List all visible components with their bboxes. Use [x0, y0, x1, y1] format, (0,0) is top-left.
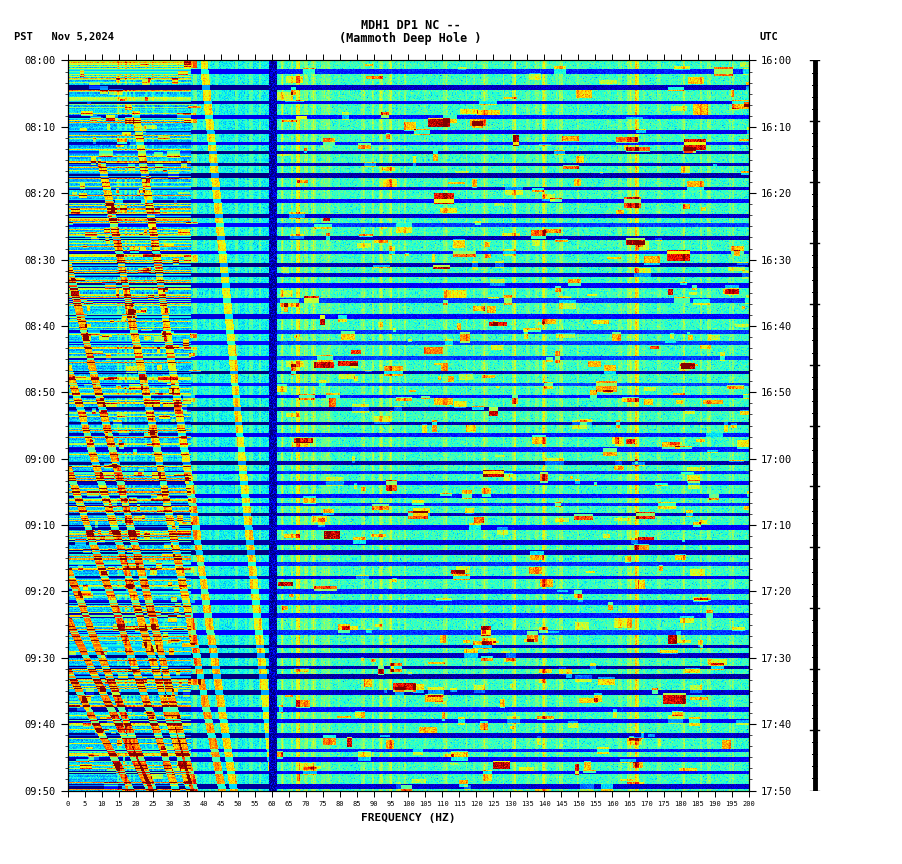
Text: (Mammoth Deep Hole ): (Mammoth Deep Hole ) [339, 32, 482, 45]
Text: UTC: UTC [759, 32, 778, 42]
X-axis label: FREQUENCY (HZ): FREQUENCY (HZ) [361, 812, 456, 823]
Text: PST   Nov 5,2024: PST Nov 5,2024 [14, 32, 114, 42]
Text: MDH1 DP1 NC --: MDH1 DP1 NC -- [361, 19, 460, 32]
